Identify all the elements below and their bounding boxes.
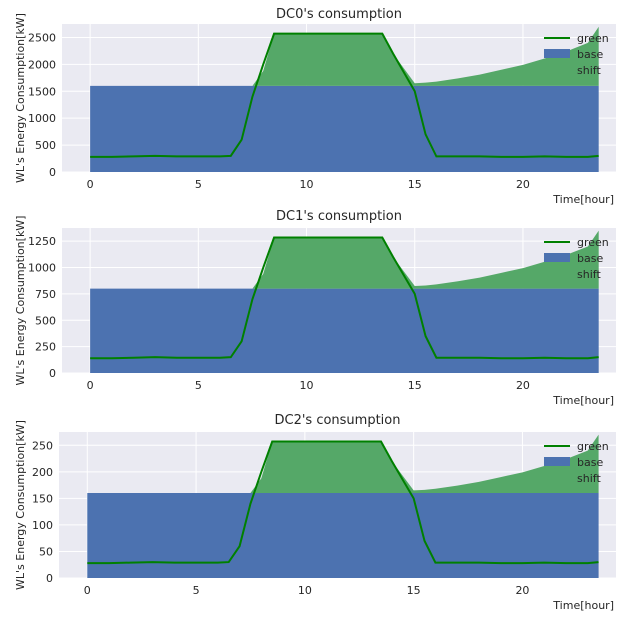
- y-tick-label: 0: [49, 367, 56, 380]
- chart-panel-1: 0 5 10 15 20 0 250 500 750 1000 1250 DC1's consumpt…: [14, 209, 616, 407]
- legend-label: green: [577, 32, 609, 45]
- x-tick-label: 20: [515, 584, 529, 597]
- legend-swatch-base: [544, 253, 570, 262]
- x-tick-label: 15: [407, 584, 421, 597]
- legend-swatch-shift: [544, 269, 570, 278]
- legend-label: shift: [577, 268, 601, 281]
- legend-label: green: [577, 440, 609, 453]
- legend: green base shift: [544, 32, 609, 77]
- x-tick-label: 10: [300, 379, 314, 392]
- y-tick-label: 0: [49, 166, 56, 179]
- y-tick-label: 100: [32, 519, 53, 532]
- y-axis-label: WL's Energy Consumption[kW]: [14, 420, 27, 590]
- x-tick-label: 20: [516, 178, 530, 191]
- green-line: [90, 236, 599, 360]
- x-tick-label: 10: [298, 584, 312, 597]
- legend-label: shift: [577, 64, 601, 77]
- y-tick-label: 1000: [28, 262, 56, 275]
- x-tick-label: 0: [84, 584, 91, 597]
- legend-label: base: [577, 456, 603, 469]
- y-tick-label: 2000: [28, 58, 56, 71]
- y-tick-label: 2500: [28, 31, 56, 44]
- shift-area: [90, 26, 599, 86]
- legend-swatch-shift: [544, 65, 570, 74]
- legend-swatch-shift: [544, 473, 570, 482]
- x-tick-label: 15: [408, 379, 422, 392]
- y-axis-label: WL's Energy Consumption[kW]: [14, 216, 27, 386]
- green-line: [90, 32, 599, 158]
- x-axis-label: Time[hour]: [552, 394, 614, 407]
- y-tick-label: 250: [32, 439, 53, 452]
- chart-panel-0: 0 5 10 15 20 0 500 1000 1500 2000 2500 DC0's consum…: [14, 7, 616, 206]
- y-axis-label: WL's Energy Consumption[kW]: [14, 13, 27, 183]
- y-tick-label: 150: [32, 492, 53, 505]
- y-tick-label: 250: [35, 341, 56, 354]
- x-tick-label: 5: [193, 584, 200, 597]
- base-area: [90, 85, 599, 172]
- y-tick-label: 0: [46, 572, 53, 585]
- legend-label: base: [577, 252, 603, 265]
- base-area: [87, 493, 599, 578]
- legend-swatch-base: [544, 49, 570, 58]
- x-tick-label: 20: [516, 379, 530, 392]
- x-tick-label: 5: [195, 379, 202, 392]
- x-tick-label: 0: [87, 178, 94, 191]
- legend-swatch-base: [544, 457, 570, 466]
- legend-label: base: [577, 48, 603, 61]
- shift-area: [87, 434, 599, 494]
- chart-title: DC0's consumption: [276, 7, 402, 22]
- legend: green base shift: [544, 236, 609, 281]
- x-tick-label: 10: [300, 178, 314, 191]
- y-tick-label: 1500: [28, 85, 56, 98]
- base-area: [90, 288, 599, 373]
- y-tick-label: 1000: [28, 112, 56, 125]
- y-tick-label: 500: [35, 139, 56, 152]
- y-tick-label: 500: [35, 314, 56, 327]
- legend: green base shift: [544, 440, 609, 485]
- x-tick-label: 0: [87, 379, 94, 392]
- x-tick-label: 15: [408, 178, 422, 191]
- y-tick-label: 200: [32, 466, 53, 479]
- x-axis-label: Time[hour]: [552, 599, 614, 612]
- chart-title: DC2's consumption: [274, 413, 400, 428]
- legend-label: shift: [577, 472, 601, 485]
- legend-label: green: [577, 236, 609, 249]
- x-axis-label: Time[hour]: [552, 193, 614, 206]
- y-tick-label: 50: [39, 545, 53, 558]
- y-tick-label: 1250: [28, 235, 56, 248]
- green-line: [87, 440, 599, 565]
- y-tick-label: 750: [35, 288, 56, 301]
- shift-area: [90, 230, 599, 289]
- x-tick-label: 5: [195, 178, 202, 191]
- chart-title: DC1's consumption: [276, 209, 402, 224]
